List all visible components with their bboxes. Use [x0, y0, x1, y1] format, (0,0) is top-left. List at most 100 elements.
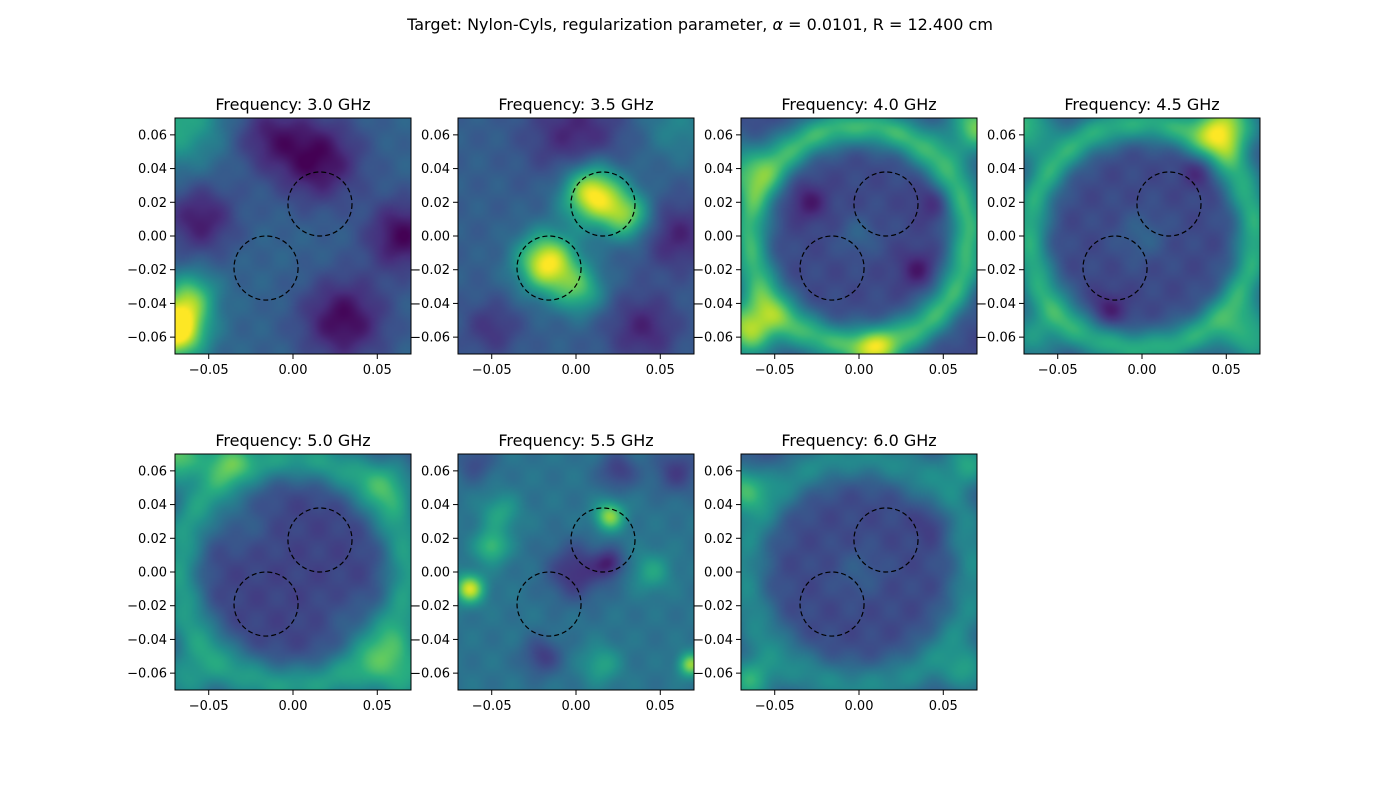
x-tick-label: 0.05: [929, 699, 958, 714]
y-tick-label: 0.06: [704, 128, 733, 143]
y-tick-label: −0.02: [410, 263, 450, 278]
y-tick-label: 0.06: [138, 128, 167, 143]
x-tick-label: 0.05: [646, 363, 675, 378]
y-tick-label: −0.02: [976, 263, 1016, 278]
y-tick-label: 0.02: [138, 532, 167, 547]
target-circle-2: [799, 571, 865, 637]
heatmap-image: [1024, 118, 1260, 354]
x-tick-label: −0.05: [189, 363, 229, 378]
target-circle-2: [516, 571, 582, 637]
x-tick-label: 0.05: [929, 363, 958, 378]
target-circle-2: [799, 235, 865, 301]
subplot-2: Frequency: 3.5 GHz −0.05 0.00 0.05 0.06 0.04 0…: [410, 95, 695, 378]
subplot-5: Frequency: 5.0 GHz −0.05 0.00 0.05 0.06 0.04 0…: [127, 431, 412, 714]
y-tick-label: 0.06: [138, 464, 167, 479]
y-tick-label: −0.04: [410, 297, 450, 312]
x-tick-label: 0.00: [845, 699, 874, 714]
target-circle-2: [233, 235, 299, 301]
x-tick-label: −0.05: [472, 699, 512, 714]
target-circle-2: [1082, 235, 1148, 301]
subplot-title: Frequency: 5.0 GHz: [215, 431, 370, 450]
target-circle-1: [1136, 171, 1202, 237]
y-tick-label: 0.04: [987, 162, 1016, 177]
y-tick-label: −0.04: [127, 633, 167, 648]
x-tick-label: −0.05: [189, 699, 229, 714]
y-tick-label: 0.04: [421, 498, 450, 513]
target-circle-1: [853, 171, 919, 237]
x-tick-label: 0.00: [279, 699, 308, 714]
x-tick-label: −0.05: [755, 699, 795, 714]
subplot-title: Frequency: 3.0 GHz: [215, 95, 370, 114]
y-tick-label: 0.04: [138, 162, 167, 177]
y-tick-label: 0.04: [138, 498, 167, 513]
y-tick-label: −0.06: [410, 331, 450, 346]
x-tick-label: 0.00: [1128, 363, 1157, 378]
y-tick-label: 0.02: [704, 196, 733, 211]
y-tick-label: −0.04: [693, 633, 733, 648]
x-tick-label: 0.00: [845, 363, 874, 378]
x-tick-label: 0.05: [363, 699, 392, 714]
heatmap-image: [458, 454, 694, 690]
heatmap-image: [175, 454, 411, 690]
target-circle-1: [570, 507, 636, 573]
subplot-title: Frequency: 4.5 GHz: [1064, 95, 1219, 114]
y-tick-label: 0.00: [138, 566, 167, 581]
y-tick-label: 0.04: [421, 162, 450, 177]
y-tick-label: 0.06: [704, 464, 733, 479]
subplot-1: Frequency: 3.0 GHz −0.05 0.00 0.05 0.06 0.04 0…: [127, 95, 412, 378]
x-tick-label: 0.00: [279, 363, 308, 378]
x-tick-label: 0.05: [646, 699, 675, 714]
target-circle-1: [287, 171, 353, 237]
y-tick-label: −0.04: [976, 297, 1016, 312]
y-tick-label: 0.02: [138, 196, 167, 211]
heatmap-image: [458, 118, 694, 354]
heatmap-image: [741, 118, 977, 354]
figure-title: Target: Nylon-Cyls, regularization param…: [406, 15, 993, 34]
x-tick-label: 0.05: [1212, 363, 1241, 378]
y-tick-label: 0.04: [704, 498, 733, 513]
subplot-title: Frequency: 6.0 GHz: [781, 431, 936, 450]
y-tick-label: −0.06: [410, 667, 450, 682]
x-tick-label: −0.05: [472, 363, 512, 378]
y-tick-label: 0.00: [704, 230, 733, 245]
y-tick-label: 0.04: [704, 162, 733, 177]
y-tick-label: 0.00: [421, 230, 450, 245]
y-tick-label: −0.02: [693, 599, 733, 614]
y-tick-label: 0.00: [138, 230, 167, 245]
y-tick-label: −0.02: [410, 599, 450, 614]
y-tick-label: 0.00: [704, 566, 733, 581]
subplot-4: Frequency: 4.5 GHz −0.05 0.00 0.05 0.06 0.04 0…: [976, 95, 1261, 378]
x-tick-label: −0.05: [1038, 363, 1078, 378]
y-tick-label: −0.06: [976, 331, 1016, 346]
y-tick-label: 0.06: [987, 128, 1016, 143]
y-tick-label: −0.06: [127, 667, 167, 682]
y-tick-label: 0.00: [421, 566, 450, 581]
y-tick-label: −0.04: [693, 297, 733, 312]
subplot-7: Frequency: 6.0 GHz −0.05 0.00 0.05 0.06 0.04 0…: [693, 431, 978, 714]
target-circle-1: [570, 171, 636, 237]
target-circle-2: [516, 235, 582, 301]
y-tick-label: 0.02: [421, 532, 450, 547]
y-tick-label: −0.04: [127, 297, 167, 312]
y-tick-label: 0.06: [421, 464, 450, 479]
y-tick-label: −0.06: [693, 331, 733, 346]
y-tick-label: 0.02: [704, 532, 733, 547]
x-tick-label: −0.05: [755, 363, 795, 378]
y-tick-label: 0.06: [421, 128, 450, 143]
target-circle-1: [287, 507, 353, 573]
y-tick-label: 0.00: [987, 230, 1016, 245]
heatmap-image: [175, 118, 411, 354]
y-tick-label: 0.02: [987, 196, 1016, 211]
y-tick-label: −0.02: [127, 263, 167, 278]
subplot-title: Frequency: 4.0 GHz: [781, 95, 936, 114]
target-circle-2: [233, 571, 299, 637]
y-tick-label: −0.02: [127, 599, 167, 614]
heatmap-image: [741, 454, 977, 690]
y-tick-label: 0.02: [421, 196, 450, 211]
y-tick-label: −0.06: [693, 667, 733, 682]
y-tick-label: −0.06: [127, 331, 167, 346]
y-tick-label: −0.04: [410, 633, 450, 648]
subplot-6: Frequency: 5.5 GHz −0.05 0.00 0.05 0.06 0.04 0…: [410, 431, 695, 714]
target-circle-1: [853, 507, 919, 573]
